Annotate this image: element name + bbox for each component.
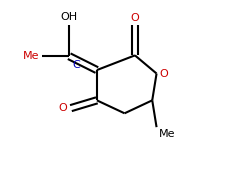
Text: OH: OH xyxy=(61,12,78,22)
Text: C: C xyxy=(73,60,80,70)
Text: O: O xyxy=(59,103,68,113)
Text: Me: Me xyxy=(159,129,176,139)
Text: Me: Me xyxy=(23,51,40,61)
Text: O: O xyxy=(131,13,139,23)
Text: O: O xyxy=(160,69,169,79)
